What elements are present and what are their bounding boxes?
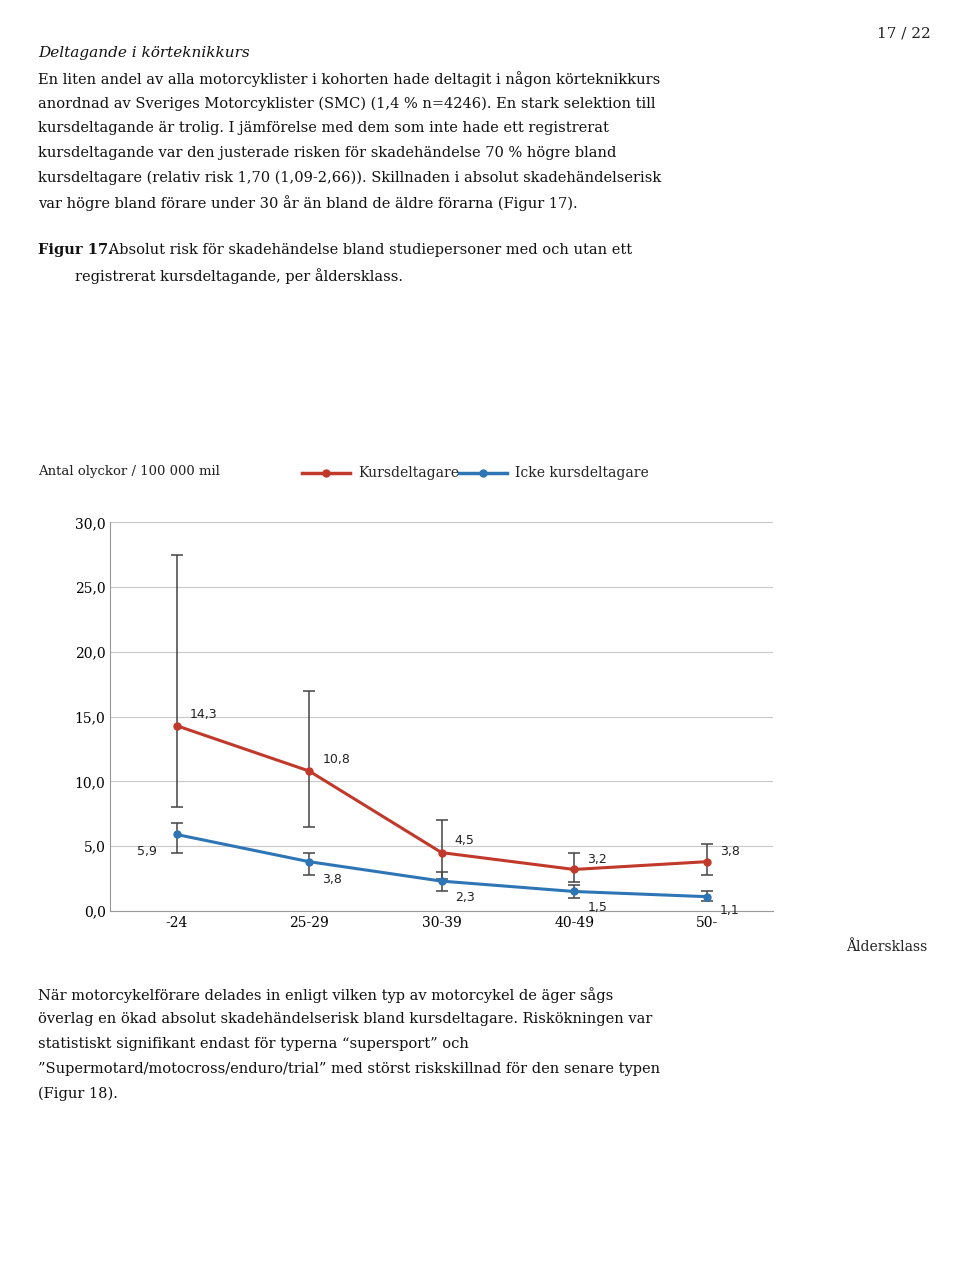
Text: 10,8: 10,8 <box>323 753 350 766</box>
Text: överlag en ökad absolut skadehändelserisk bland kursdeltagare. Riskökningen var: överlag en ökad absolut skadehändelseris… <box>38 1012 653 1026</box>
Text: Absolut risk för skadehändelse bland studiepersoner med och utan ett: Absolut risk för skadehändelse bland stu… <box>104 243 632 257</box>
Text: anordnad av Sveriges Motorcyklister (SMC) (1,4 % n=4246). En stark selektion til: anordnad av Sveriges Motorcyklister (SMC… <box>38 97 656 111</box>
Text: kursdeltagare (relativ risk 1,70 (1,09-2,66)). Skillnaden i absolut skadehändels: kursdeltagare (relativ risk 1,70 (1,09-2… <box>38 171 661 185</box>
Text: Åldersklass: Åldersklass <box>846 940 927 954</box>
Text: En liten andel av alla motorcyklister i kohorten hade deltagit i någon körteknik: En liten andel av alla motorcyklister i … <box>38 71 660 87</box>
Text: Kursdeltagare: Kursdeltagare <box>358 466 459 480</box>
Text: När motorcykelförare delades in enligt vilken typ av motorcykel de äger sågs: När motorcykelförare delades in enligt v… <box>38 987 613 1003</box>
Text: 1,1: 1,1 <box>720 905 739 917</box>
Text: (Figur 18).: (Figur 18). <box>38 1087 118 1101</box>
Text: var högre bland förare under 30 år än bland de äldre förarna (Figur 17).: var högre bland förare under 30 år än bl… <box>38 196 578 211</box>
Text: kursdeltagande var den justerade risken för skadehändelse 70 % högre bland: kursdeltagande var den justerade risken … <box>38 145 616 159</box>
Text: kursdeltagande är trolig. I jämförelse med dem som inte hade ett registrerat: kursdeltagande är trolig. I jämförelse m… <box>38 121 610 135</box>
Text: 3,8: 3,8 <box>323 874 343 887</box>
Text: Deltagande i körteknikkurs: Deltagande i körteknikkurs <box>38 46 251 60</box>
Text: 5,9: 5,9 <box>137 845 156 857</box>
Text: 3,2: 3,2 <box>588 852 607 865</box>
Text: Icke kursdeltagare: Icke kursdeltagare <box>515 466 648 480</box>
Text: 3,8: 3,8 <box>720 845 740 857</box>
Text: 4,5: 4,5 <box>455 834 475 847</box>
Text: 17 / 22: 17 / 22 <box>877 27 931 41</box>
Text: 2,3: 2,3 <box>455 892 474 905</box>
Text: 1,5: 1,5 <box>588 901 608 913</box>
Text: statistiskt signifikant endast för typerna “supersport” och: statistiskt signifikant endast för typer… <box>38 1037 469 1051</box>
Text: Figur 17.: Figur 17. <box>38 243 113 257</box>
Text: ”Supermotard/motocross/enduro/trial” med störst riskskillnad för den senare type: ”Supermotard/motocross/enduro/trial” med… <box>38 1063 660 1075</box>
Text: 14,3: 14,3 <box>190 707 218 721</box>
Text: Antal olyckor / 100 000 mil: Antal olyckor / 100 000 mil <box>38 465 220 478</box>
Text: registrerat kursdeltagande, per åldersklass.: registrerat kursdeltagande, per ålderskl… <box>38 269 403 284</box>
